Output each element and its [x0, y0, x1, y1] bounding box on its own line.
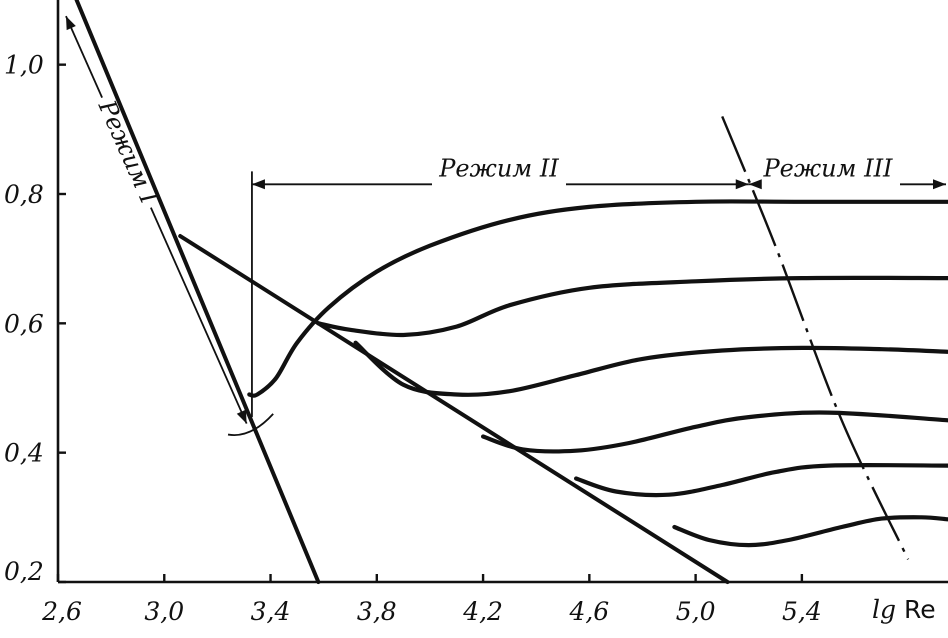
series-line-1 — [247, 199, 948, 398]
regime2-label: Режим II — [438, 154, 559, 182]
regime1-label: Режим I — [92, 95, 163, 208]
regime1-arrowhead-top — [65, 16, 76, 31]
series-line-3 — [353, 340, 948, 397]
straight-lines — [74, 0, 910, 584]
x-axis-title: lg Re — [872, 595, 936, 624]
y-tick-label: 0,2 — [4, 557, 44, 586]
regime3-label: Режим III — [762, 154, 893, 182]
x-tick-label: 4,6 — [568, 597, 609, 626]
axes — [56, 0, 948, 584]
x-tick-label: 5,4 — [782, 597, 822, 626]
x-tick-label: 3,4 — [251, 597, 291, 626]
regime3-arrowhead-left — [748, 179, 762, 190]
series-line-2 — [316, 275, 948, 338]
series-line-5 — [574, 463, 948, 498]
regime-annotations: Режим II Режим III Режим I — [65, 15, 946, 437]
y-tick-label: 0,8 — [4, 180, 44, 209]
x-tick-label: 5,0 — [676, 597, 716, 626]
regime1-arrow-top — [65, 15, 103, 99]
regime1-arrowhead-bottom — [236, 409, 247, 424]
x-tick-label: 2,6 — [41, 597, 82, 626]
y-tick-label: 1,0 — [4, 51, 44, 80]
series-line-6 — [672, 515, 948, 548]
x-tick-label: 3,0 — [144, 597, 184, 626]
laminar-line — [74, 0, 321, 584]
x-axis-title-lg: lg — [872, 595, 896, 624]
x-axis-title-re: Re — [896, 595, 936, 624]
tick-marks — [56, 63, 804, 584]
regime2-arrowhead-right — [735, 179, 749, 190]
regime3-arrowhead-right — [933, 179, 946, 190]
regime-boundary-line — [721, 115, 910, 560]
tick-labels: 2,6 3,0 3,4 3,8 4,2 4,6 5,0 5,4 0,2 0,4 0,6 0,8 1,0 — [4, 51, 822, 626]
regime1-arrow-bottom — [150, 207, 248, 424]
y-tick-label: 0,4 — [4, 439, 44, 468]
data-series — [247, 199, 948, 548]
regime1-end-mark — [227, 413, 274, 437]
x-tick-label: 3,8 — [357, 597, 397, 626]
envelope-line — [178, 234, 730, 584]
y-tick-label: 0,6 — [4, 309, 44, 338]
regime2-arrowhead-left — [251, 179, 265, 190]
x-tick-label: 4,2 — [462, 597, 503, 626]
series-line-4 — [481, 410, 948, 454]
